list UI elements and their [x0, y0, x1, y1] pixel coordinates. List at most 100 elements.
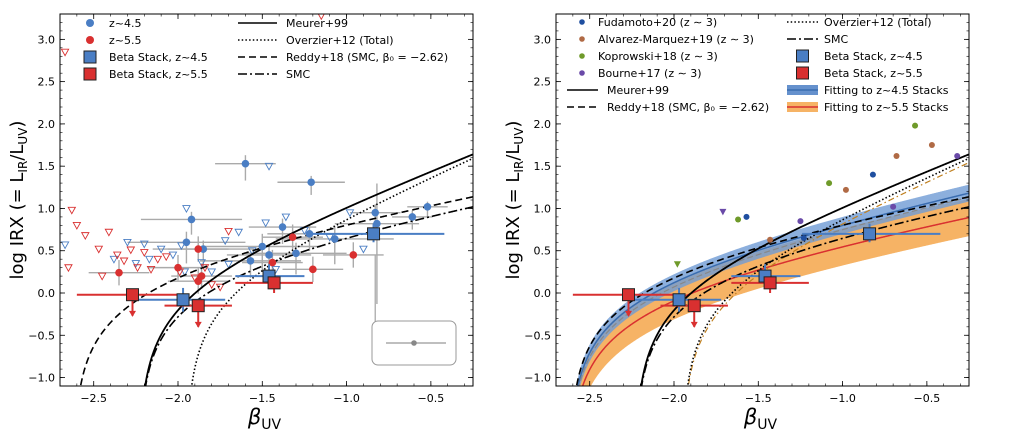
x-tick-label: −0.5: [417, 392, 444, 405]
legend-label: Beta Stack, z~4.5: [109, 51, 208, 64]
legend-marker: [83, 50, 97, 64]
upper-limit-marker: [153, 255, 163, 264]
legend-marker: [796, 49, 809, 63]
typical-error-point: [411, 340, 417, 346]
stack-marker-z55: [687, 299, 701, 313]
y-tick-label: 2.5: [38, 76, 56, 89]
literature-point: [928, 142, 935, 149]
data-point-z45: [182, 238, 191, 247]
y-tick-label: −1.0: [28, 372, 55, 385]
curve-reddy18: [79, 196, 473, 386]
data-point-z55: [309, 265, 317, 274]
stack-upper-limit-arrowhead: [128, 310, 136, 317]
curve-meurer99: [144, 153, 473, 386]
data-point-z45: [307, 178, 315, 187]
y-tick-label: −0.5: [524, 329, 551, 342]
legend-label: Beta Stack, z~4.5: [824, 50, 923, 63]
upper-limit-marker: [139, 240, 149, 249]
legend-marker: [579, 70, 585, 76]
data-point-z45: [408, 213, 417, 221]
legend-label: Fitting to z~5.5 Stacks: [824, 101, 949, 114]
upper-limit-marker: [224, 227, 233, 236]
upper-limit-marker: [161, 253, 171, 262]
legend-label: z~4.5: [109, 17, 141, 30]
data-point-z45: [265, 251, 273, 259]
curve-overzier12: [686, 157, 969, 386]
legend-label: Reddy+18 (SMC, β₀ = −2.62): [286, 51, 448, 64]
literature-point: [800, 235, 807, 242]
upper-limit-marker: [156, 245, 166, 254]
y-tick-label: 1.0: [38, 202, 56, 215]
upper-limit-marker: [345, 209, 355, 218]
upper-limit-marker: [261, 219, 271, 228]
y-tick-label: 2.0: [38, 118, 56, 131]
x-axis-label: βUV: [743, 405, 778, 433]
literature-point: [869, 171, 876, 178]
data-point-z45: [278, 223, 287, 231]
legend-label: Overzier+12 (Total): [824, 16, 932, 29]
stack-marker-z55: [763, 276, 777, 290]
legend-label: SMC: [286, 68, 310, 81]
upper-limit-marker: [359, 245, 368, 254]
upper-limit-marker: [182, 205, 191, 213]
right-plot-area: [572, 122, 969, 386]
literature-point: [890, 203, 897, 210]
y-tick-label: −0.5: [28, 329, 55, 342]
data-point-z55: [174, 263, 182, 272]
upper-limit-marker: [123, 238, 132, 247]
y-tick-label: 1.5: [38, 160, 56, 173]
upper-limit-marker: [220, 237, 230, 246]
upper-limit-marker: [119, 257, 129, 266]
data-point-z55: [194, 245, 203, 253]
y-axis-label: log IRX (= LIR/LUV): [7, 121, 30, 280]
upper-limit-marker: [109, 255, 119, 264]
upper-limit-marker: [264, 162, 274, 171]
data-point-z55: [115, 268, 123, 277]
literature-upper-limit: [719, 208, 727, 216]
y-tick-label: 0.0: [38, 287, 56, 300]
y-tick-label: 0.0: [534, 287, 552, 300]
y-tick-label: 1.5: [534, 160, 552, 173]
literature-point: [893, 153, 900, 160]
legend-label: Overzier+12 (Total): [286, 34, 394, 47]
upper-limit-marker: [60, 48, 70, 57]
upper-limit-marker: [207, 281, 217, 290]
data-point-z45: [246, 257, 255, 265]
curve-reddy18: [575, 196, 969, 386]
y-tick-label: 1.0: [534, 202, 552, 215]
y-tick-label: 0.5: [38, 245, 56, 258]
x-tick-label: −2.5: [576, 392, 603, 405]
literature-point: [735, 216, 742, 223]
x-tick-label: −0.5: [913, 392, 940, 405]
stack-marker-z55: [191, 299, 205, 313]
data-point-z45: [241, 159, 250, 168]
x-tick-label: −1.5: [249, 392, 276, 405]
data-point-z45: [258, 242, 267, 251]
right-panel: −2.5 −2.0 −1.5 −1.0 −0.5 −1.0 −0.5 0.0 0.5 1.0 1.5…: [503, 13, 970, 433]
legend-label: Fitting to z~4.5 Stacks: [824, 84, 949, 97]
left-legend: z~4.5 z~5.5 Beta Stack, z~4.5 Beta Stack, z…: [83, 17, 448, 81]
data-point-z55: [268, 258, 277, 267]
upper-limit-marker: [64, 264, 73, 273]
stack-marker-z55: [125, 288, 139, 302]
literature-upper-limit: [673, 261, 681, 268]
legend-marker: [796, 66, 809, 80]
legend-marker: [579, 53, 585, 59]
upper-limit-marker: [281, 213, 291, 222]
y-tick-label: 3.0: [534, 33, 552, 46]
upper-limit-marker: [133, 264, 142, 273]
upper-limit-marker: [168, 251, 178, 260]
x-tick-label: −2.0: [661, 392, 688, 405]
curve-overzier12: [190, 157, 473, 386]
stack-upper-limit-arrowhead: [624, 310, 632, 317]
data-point-z45: [292, 249, 300, 258]
right-legend: Fudamoto+20 (z ∼ 3) Alvarez-Marquez+19 (z…: [567, 16, 949, 114]
data-point-z45: [187, 215, 196, 224]
stack-marker-z55: [267, 276, 281, 290]
x-tick-label: −2.0: [165, 392, 192, 405]
upper-limit-marker: [131, 260, 141, 268]
connector-line: [374, 254, 403, 326]
upper-limit-marker: [224, 260, 233, 269]
y-axis-label: log IRX (= LIR/LUV): [503, 121, 526, 280]
x-axis-label: βUV: [247, 405, 282, 433]
